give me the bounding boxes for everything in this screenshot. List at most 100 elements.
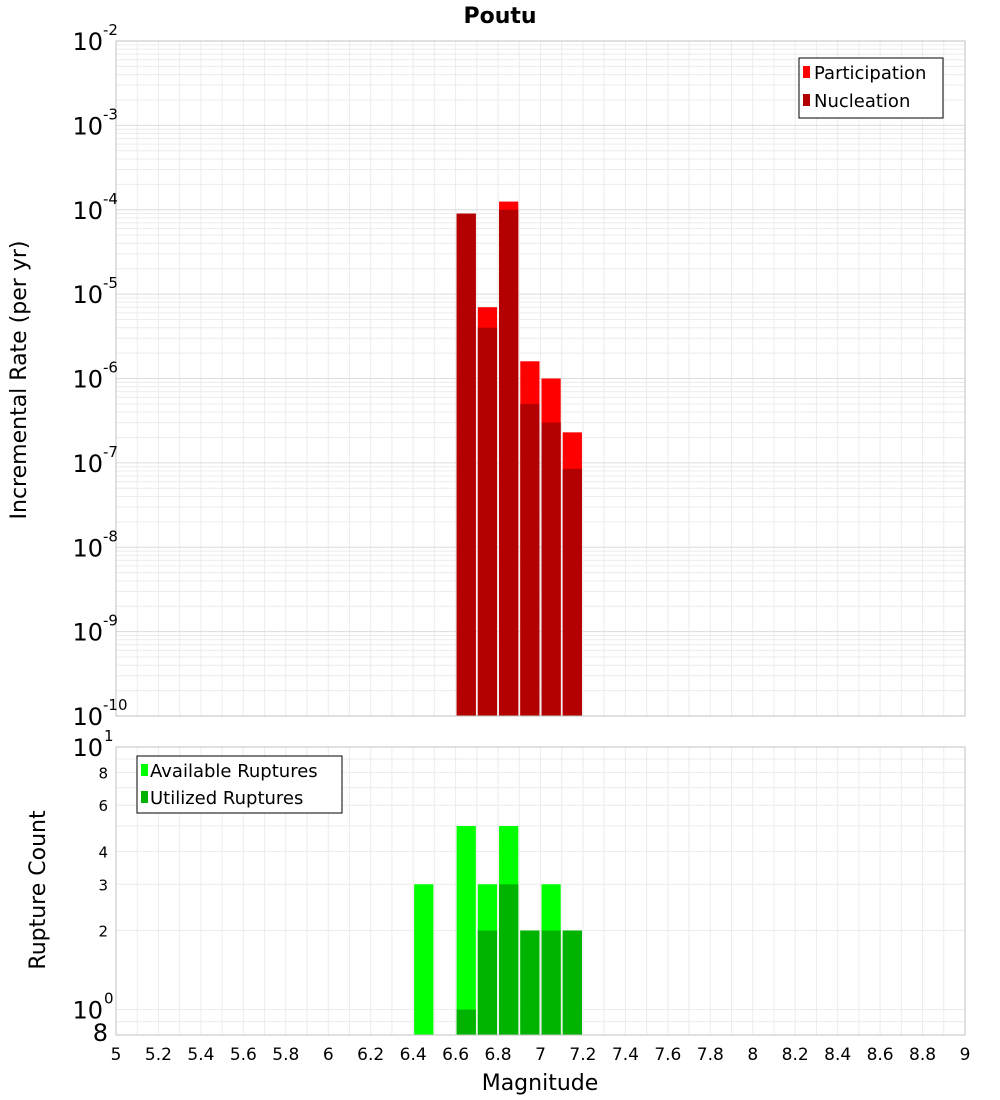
top-legend-box — [798, 57, 944, 119]
x-tick-label: 5.6 — [230, 1045, 257, 1065]
x-tick-label: 5.2 — [145, 1045, 172, 1065]
bottom-legend-box — [136, 755, 343, 814]
legend-swatch-participation — [803, 66, 810, 78]
top-y-tick-base: 10 — [72, 450, 103, 478]
bar-nucleation — [562, 468, 582, 716]
top-y-tick-base: 10 — [72, 28, 103, 56]
top-plot-border — [115, 40, 966, 717]
bottom-y-axis-title: Rupture Count — [26, 810, 51, 970]
top-y-tick-label: 10 -10 — [72, 696, 127, 731]
top-y-ticks: 10-210-310-410-510-610-710-810-910-10 — [72, 21, 127, 731]
chart-title: Poutu — [463, 4, 536, 29]
bar-available-ruptures — [456, 826, 476, 1035]
x-tick-label: 7.2 — [569, 1045, 596, 1065]
bar-utilized-ruptures — [456, 1009, 476, 1035]
top-y-tick-exponent: -10 — [103, 696, 128, 714]
x-tick-label: 5.4 — [187, 1045, 214, 1065]
x-ticks: 5 5.2 5.4 5.6 5.8 6 6.2 6.4 6.6 6.8 7 7.2 7.4 7.6 7.8 8… — [111, 1045, 971, 1065]
bottom-y-tick-minor: 2 — [98, 923, 108, 941]
bottom-y-tick-base: 10 — [72, 997, 103, 1025]
top-y-tick-label: 10 -3 — [72, 105, 118, 140]
bottom-bars — [414, 826, 582, 1035]
x-tick-label: 5 — [111, 1045, 122, 1065]
bar-nucleation — [520, 403, 540, 716]
x-tick-label: 6.8 — [485, 1045, 512, 1065]
x-tick-label: 8.4 — [824, 1045, 851, 1065]
legend-label-utilized: Utilized Ruptures — [150, 788, 303, 809]
bar-utilized-ruptures — [520, 930, 540, 1035]
top-y-tick-base: 10 — [72, 112, 103, 140]
top-y-tick-base: 10 — [72, 197, 103, 225]
top-y-tick-label: 10 -2 — [72, 21, 118, 56]
bar-nucleation — [541, 422, 561, 716]
top-y-tick-exponent: -9 — [103, 612, 118, 630]
bottom-y-tick-minor: 8 — [98, 764, 108, 782]
bottom-gridlines — [115, 747, 966, 1035]
bar-utilized-ruptures — [499, 884, 519, 1035]
top-y-tick-exponent: -3 — [103, 105, 118, 123]
x-tick-label: 6 — [323, 1045, 334, 1065]
top-y-tick-label: 10 -4 — [72, 190, 118, 225]
bottom-plot-border — [115, 746, 966, 1036]
top-y-tick-base: 10 — [72, 534, 103, 562]
top-y-tick-exponent: -4 — [103, 190, 118, 208]
bottom-y-tick-minor: 4 — [98, 843, 108, 861]
top-y-tick-exponent: -2 — [103, 21, 118, 39]
x-tick-label: 6.4 — [400, 1045, 427, 1065]
top-y-tick-label: 10 -6 — [72, 359, 118, 394]
x-tick-label: 5.8 — [272, 1045, 299, 1065]
legend-swatch-available — [141, 764, 148, 776]
top-y-tick-base: 10 — [72, 703, 103, 731]
x-tick-label: 7.4 — [612, 1045, 639, 1065]
legend-label-nucleation: Nucleation — [814, 91, 910, 112]
legend-swatch-nucleation — [803, 94, 810, 106]
bottom-y-tick-label: 10 1 — [72, 727, 113, 762]
bottom-y-tick-label: 10 0 — [72, 990, 113, 1025]
top-y-axis-title: Incremental Rate (per yr) — [7, 241, 32, 520]
bottom-y-tick-base: 10 — [72, 734, 103, 762]
top-panel: 10-210-310-410-510-610-710-810-910-10 In… — [7, 21, 966, 731]
bottom-y-tick-minor: 6 — [98, 797, 108, 815]
top-y-tick-base: 10 — [72, 366, 103, 394]
top-y-tick-base: 10 — [72, 281, 103, 309]
top-y-tick-label: 10 -7 — [72, 443, 118, 478]
bar-nucleation — [477, 327, 498, 716]
x-axis-title: Magnitude — [482, 1071, 599, 1096]
top-gridlines — [115, 41, 966, 717]
x-tick-label: 8 — [747, 1045, 758, 1065]
x-tick-label: 9 — [960, 1045, 971, 1065]
bar-nucleation — [456, 213, 476, 717]
bar-utilized-ruptures — [541, 930, 561, 1035]
top-y-tick-base: 10 — [72, 619, 103, 647]
x-tick-label: 6.6 — [442, 1045, 469, 1065]
legend-swatch-utilized — [141, 791, 148, 803]
top-y-tick-exponent: -5 — [103, 274, 118, 292]
x-tick-label: 7.8 — [697, 1045, 724, 1065]
x-tick-label: 6.2 — [357, 1045, 384, 1065]
x-tick-label: 8.6 — [867, 1045, 894, 1065]
legend-label-available: Available Ruptures — [150, 761, 318, 782]
bottom-legend: Available Ruptures Utilized Ruptures — [136, 755, 343, 814]
top-bars — [456, 201, 582, 717]
top-y-tick-label: 10 -9 — [72, 612, 118, 647]
bottom-y-tick-minor: 8 — [93, 1019, 108, 1047]
x-tick-label: 8.8 — [909, 1045, 936, 1065]
top-y-tick-label: 10 -5 — [72, 274, 118, 309]
x-tick-label: 7 — [535, 1045, 546, 1065]
bar-available-ruptures — [414, 884, 434, 1035]
top-y-tick-exponent: -6 — [103, 359, 118, 377]
top-y-tick-label: 10 -8 — [72, 527, 118, 562]
top-legend: Participation Nucleation — [798, 57, 944, 119]
top-y-tick-exponent: -8 — [103, 527, 118, 545]
bar-utilized-ruptures — [562, 930, 582, 1035]
bottom-y-tick-exponent: 1 — [104, 727, 114, 745]
bottom-y-tick-minor: 3 — [98, 876, 108, 894]
x-tick-label: 7.6 — [654, 1045, 681, 1065]
bar-utilized-ruptures — [477, 930, 498, 1035]
legend-label-participation: Participation — [814, 63, 926, 84]
top-y-tick-exponent: -7 — [103, 443, 118, 461]
x-tick-label: 8.2 — [782, 1045, 809, 1065]
